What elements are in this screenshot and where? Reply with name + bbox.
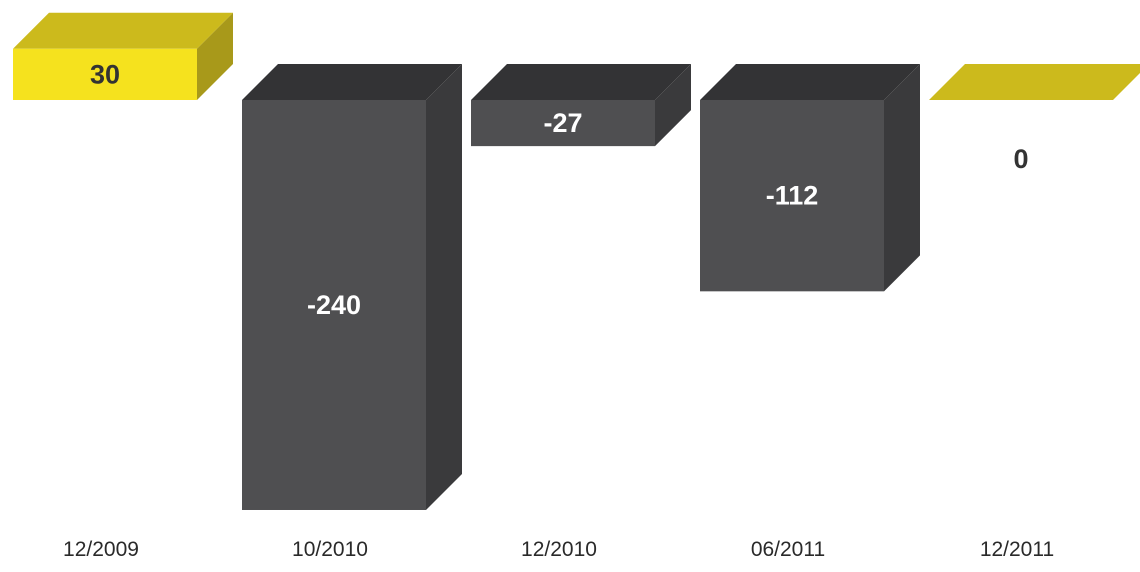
bar-side-06-2011	[884, 64, 920, 292]
category-label-10-2010: 10/2010	[292, 538, 368, 561]
bars-layer	[13, 12, 1140, 510]
data-label-12-2011: 0	[1013, 144, 1028, 174]
bar-12-2010	[471, 64, 691, 147]
bar-top-12-2009	[13, 12, 233, 49]
bar-front-10-2010	[242, 100, 426, 510]
bar-12-2011	[929, 64, 1140, 100]
bar-side-10-2010	[426, 64, 462, 510]
bar-top-12-2010	[471, 64, 691, 100]
labels-layer: 30 12/2009 -240 10/2010 -27 12/2010 -112 06/201…	[63, 59, 1054, 561]
bar-side-12-2009	[197, 12, 233, 101]
bar-top-12-2011	[929, 64, 1140, 100]
bar-side-12-2010	[655, 64, 691, 147]
bar-front-06-2011	[700, 100, 884, 292]
category-label-12-2011: 12/2011	[980, 538, 1054, 561]
data-label-12-2009: 30	[90, 59, 120, 89]
bar-12-2009	[13, 12, 233, 101]
data-label-12-2010: -27	[543, 108, 582, 138]
bar-front-12-2009	[13, 48, 197, 100]
bar-front-12-2010	[471, 100, 655, 147]
data-label-10-2010: -240	[307, 290, 361, 320]
bar-10-2010	[242, 64, 462, 510]
category-label-06-2011: 06/2011	[751, 538, 825, 561]
category-label-12-2009: 12/2009	[63, 538, 139, 561]
bar-06-2011	[700, 64, 920, 292]
bar-top-10-2010	[242, 64, 462, 100]
bar-top-06-2011	[700, 64, 920, 100]
data-label-06-2011: -112	[766, 181, 819, 211]
category-label-12-2010: 12/2010	[521, 538, 597, 561]
